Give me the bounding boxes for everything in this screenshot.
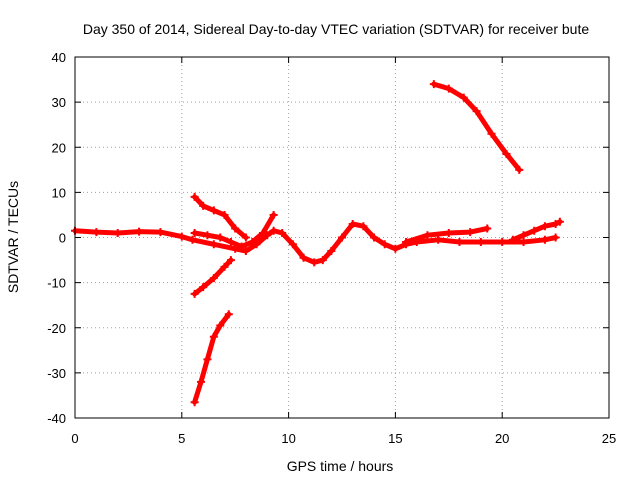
x-axis-label: GPS time / hours xyxy=(287,458,394,474)
x-tick-label: 5 xyxy=(178,431,185,446)
data-point-marker xyxy=(402,238,411,247)
y-tick-label: 10 xyxy=(52,185,66,200)
data-point-marker xyxy=(472,107,481,116)
data-point-marker xyxy=(197,377,206,386)
data-point-marker xyxy=(278,228,287,237)
x-tick-label: 20 xyxy=(495,431,509,446)
data-point-marker xyxy=(190,289,199,298)
data-point-marker xyxy=(444,228,453,237)
data-point-marker xyxy=(113,228,122,237)
data-point-marker xyxy=(434,235,443,244)
data-point-marker xyxy=(530,226,539,235)
y-tick-label: 20 xyxy=(52,140,66,155)
data-point-marker xyxy=(370,233,379,242)
data-point-marker xyxy=(269,210,278,219)
data-point-marker xyxy=(466,228,475,237)
data-point-marker xyxy=(190,192,199,201)
data-point-marker xyxy=(216,321,225,330)
data-point-marker xyxy=(444,84,453,93)
x-tick-label: 25 xyxy=(602,431,616,446)
data-point-marker xyxy=(288,240,297,249)
data-point-marker xyxy=(476,238,485,247)
data-point-marker xyxy=(519,238,528,247)
x-axis: 0 5 10 15 20 25 xyxy=(71,57,616,446)
series-arc-descending-a xyxy=(192,194,249,240)
data-point-marker xyxy=(226,238,235,247)
data-point-marker xyxy=(199,283,208,292)
data-point-marker xyxy=(455,238,464,247)
data-point-marker xyxy=(248,238,257,247)
series-arc-main xyxy=(72,221,559,265)
y-tick-label: 0 xyxy=(59,231,66,246)
data-point-marker xyxy=(220,210,229,219)
data-point-marker xyxy=(483,224,492,233)
data-point-marker xyxy=(203,231,212,240)
data-point-marker xyxy=(156,228,165,237)
data-point-marker xyxy=(231,224,240,233)
series-arc-steep xyxy=(192,311,232,405)
x-tick-label: 15 xyxy=(388,431,402,446)
data-point-marker xyxy=(540,235,549,244)
data-point-marker xyxy=(241,247,250,256)
data-point-marker xyxy=(190,228,199,237)
data-point-marker xyxy=(226,256,235,265)
data-point-marker xyxy=(209,274,218,283)
data-point-marker xyxy=(423,231,432,240)
data-point-marker xyxy=(224,310,233,319)
data-point-marker xyxy=(216,233,225,242)
data-point-marker xyxy=(429,80,438,89)
data-point-marker xyxy=(515,165,524,174)
y-tick-label: -10 xyxy=(47,276,66,291)
data-point-marker xyxy=(338,233,346,242)
y-tick-label: 40 xyxy=(52,50,66,65)
data-point-marker xyxy=(540,222,549,231)
y-tick-label: 30 xyxy=(52,95,66,110)
data-point-marker xyxy=(203,355,212,364)
y-tick-label: -20 xyxy=(47,321,66,336)
data-point-marker xyxy=(551,233,560,242)
data-point-marker xyxy=(92,228,101,237)
data-point-marker xyxy=(299,253,308,262)
data-point-marker xyxy=(220,262,229,271)
data-point-marker xyxy=(209,240,218,249)
data-point-marker xyxy=(135,227,144,236)
data-point-marker xyxy=(241,233,250,242)
data-point-marker xyxy=(487,129,496,138)
x-tick-label: 10 xyxy=(281,431,295,446)
data-point-marker xyxy=(263,231,272,240)
data-point-marker xyxy=(391,244,400,253)
data-point-marker xyxy=(459,93,468,102)
data-point-marker xyxy=(199,201,208,210)
series-group xyxy=(71,80,564,407)
y-tick-label: -40 xyxy=(47,411,66,426)
data-point-marker xyxy=(555,217,564,226)
data-point-marker xyxy=(258,228,267,237)
data-point-marker xyxy=(237,242,246,251)
data-point-marker xyxy=(380,240,389,249)
y-tick-label: -30 xyxy=(47,366,66,381)
data-point-marker xyxy=(209,206,218,215)
data-point-marker xyxy=(318,256,327,265)
data-point-marker xyxy=(209,332,218,341)
data-point-marker xyxy=(498,238,507,247)
data-point-marker xyxy=(269,226,278,235)
x-tick-label: 0 xyxy=(71,431,78,446)
data-point-marker xyxy=(177,232,186,241)
y-axis: -40 -30 -20 -10 0 10 20 30 40 xyxy=(47,50,609,426)
data-point-marker xyxy=(551,219,560,228)
data-point-marker xyxy=(519,231,528,240)
data-point-marker xyxy=(508,235,517,244)
data-point-marker xyxy=(502,150,511,159)
data-point-marker xyxy=(188,235,197,244)
chart-title: Day 350 of 2014, Sidereal Day-to-day VTE… xyxy=(83,21,590,37)
data-point-marker xyxy=(359,222,368,231)
data-point-marker xyxy=(327,247,336,256)
data-point-marker xyxy=(348,219,357,228)
data-point-marker xyxy=(310,258,319,267)
data-point-marker xyxy=(190,398,199,407)
y-axis-label: SDTVAR / TECUs xyxy=(5,181,21,293)
